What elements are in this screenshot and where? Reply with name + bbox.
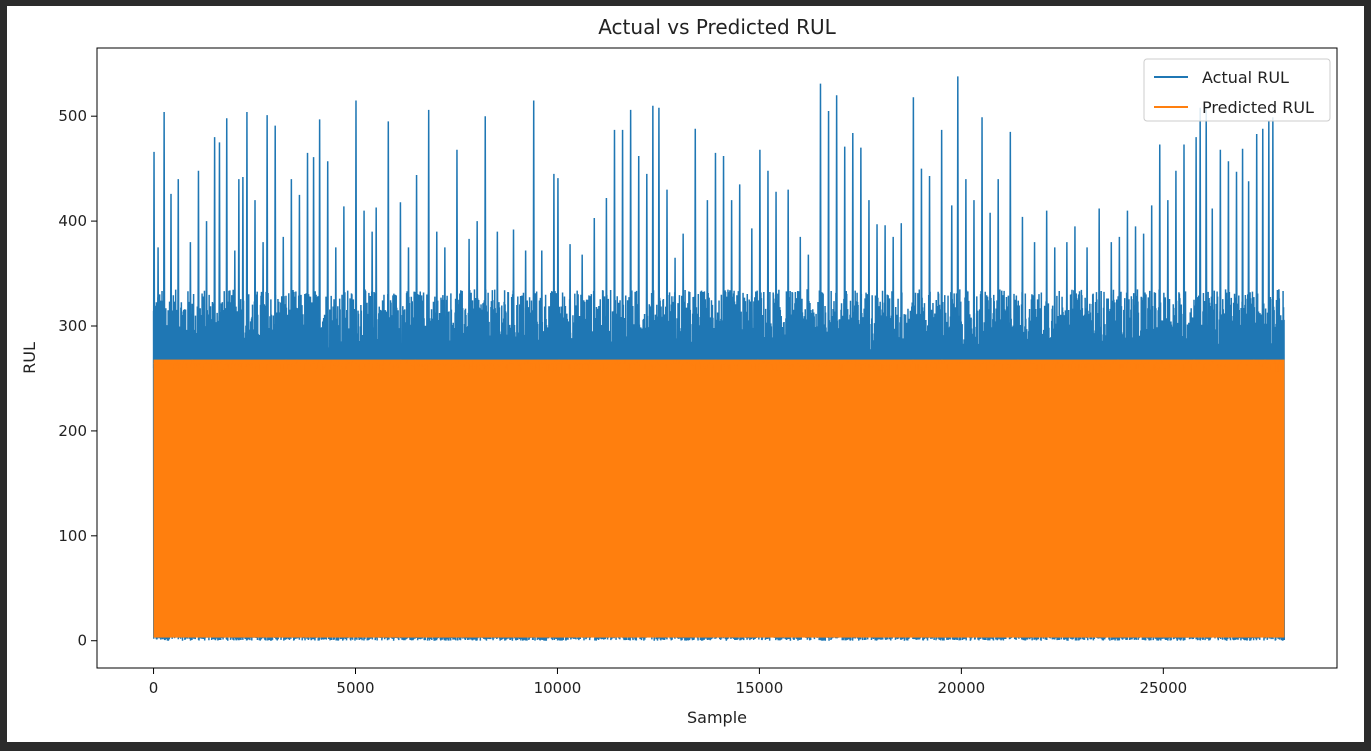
- plot-area: [152, 76, 1286, 641]
- legend-label-actual: Actual RUL: [1202, 68, 1289, 87]
- chart-title: Actual vs Predicted RUL: [598, 15, 836, 39]
- y-tick-label: 500: [58, 107, 87, 125]
- x-tick-label: 20000: [938, 679, 986, 697]
- series-line-predicted-rul: [152, 359, 1284, 373]
- figure-frame: 0 5000 10000 15000 20000 25000 0 100 200 300 400 5…: [7, 6, 1364, 742]
- y-tick-label: 0: [77, 632, 87, 650]
- x-tick-label: 5000: [336, 679, 374, 697]
- y-tick-label: 100: [58, 527, 87, 545]
- series-band-predicted-rul: [153, 359, 1285, 638]
- y-axis: 0 100 200 300 400 500: [58, 107, 97, 650]
- legend-label-predicted: Predicted RUL: [1202, 98, 1314, 117]
- legend-box: [1143, 58, 1331, 122]
- x-tick-label: 15000: [736, 679, 784, 697]
- y-tick-label: 200: [58, 422, 87, 440]
- x-tick-label: 10000: [534, 679, 582, 697]
- y-tick-label: 400: [58, 212, 87, 230]
- x-tick-label: 25000: [1139, 679, 1187, 697]
- y-axis-label: RUL: [20, 342, 39, 374]
- x-axis: 0 5000 10000 15000 20000 25000: [149, 668, 1187, 697]
- x-tick-label: 0: [149, 679, 159, 697]
- y-tick-label: 300: [58, 317, 87, 335]
- chart: 0 5000 10000 15000 20000 25000 0 100 200 300 400 5…: [7, 6, 1364, 742]
- axes-frame: [96, 47, 1338, 669]
- legend: Actual RUL Predicted RUL: [1143, 58, 1331, 122]
- x-axis-label: Sample: [687, 708, 747, 727]
